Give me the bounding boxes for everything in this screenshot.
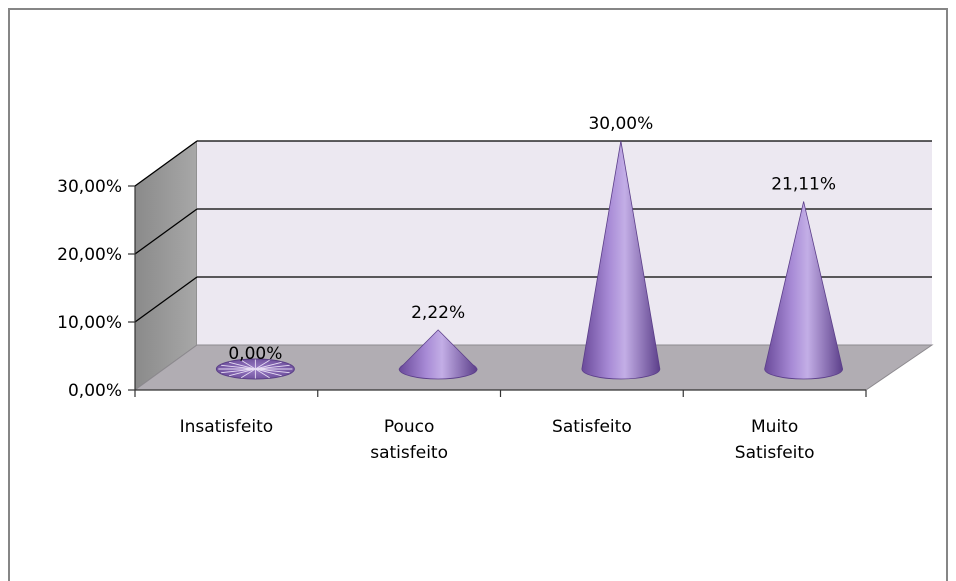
data-labels: 0,00% 2,22% 30,00% 21,11%: [228, 114, 836, 364]
grid-line-side: [134, 140, 198, 187]
category-label: Muito: [751, 417, 798, 437]
data-label: 0,00%: [228, 344, 282, 364]
cone-body: [764, 201, 844, 380]
category-label: Satisfeito: [552, 417, 632, 437]
category-labels: Insatisfeito Pouco satisfeito Satisfeito Mui…: [180, 417, 815, 463]
cone-1: [398, 329, 478, 380]
y-tick-label: 10,00%: [57, 313, 122, 333]
cones: [215, 140, 844, 380]
data-label: 30,00%: [588, 114, 653, 134]
category-label: Satisfeito: [735, 443, 815, 463]
x-axis-ticks: [134, 390, 867, 397]
category-label: Insatisfeito: [180, 417, 274, 437]
y-tick-label: 20,00%: [57, 245, 122, 265]
category-label: satisfeito: [370, 443, 448, 463]
category-label: Pouco: [384, 417, 435, 437]
grid-line-side: [134, 208, 198, 255]
cone-2: [581, 140, 661, 380]
grid-lines: [134, 140, 932, 323]
cone-body: [581, 140, 661, 380]
cone-ray: [221, 364, 290, 374]
data-label: 2,22%: [411, 303, 465, 323]
data-label: 21,11%: [771, 174, 836, 194]
cone-0: [215, 358, 295, 380]
cone-body: [398, 329, 478, 380]
y-tick-label: 0,00%: [68, 381, 122, 401]
y-tick-label: 30,00%: [57, 177, 122, 197]
y-axis-ticks: 0,00% 10,00% 20,00% 30,00%: [57, 177, 135, 401]
grid-line-side: [134, 276, 198, 323]
cone-3: [764, 201, 844, 380]
